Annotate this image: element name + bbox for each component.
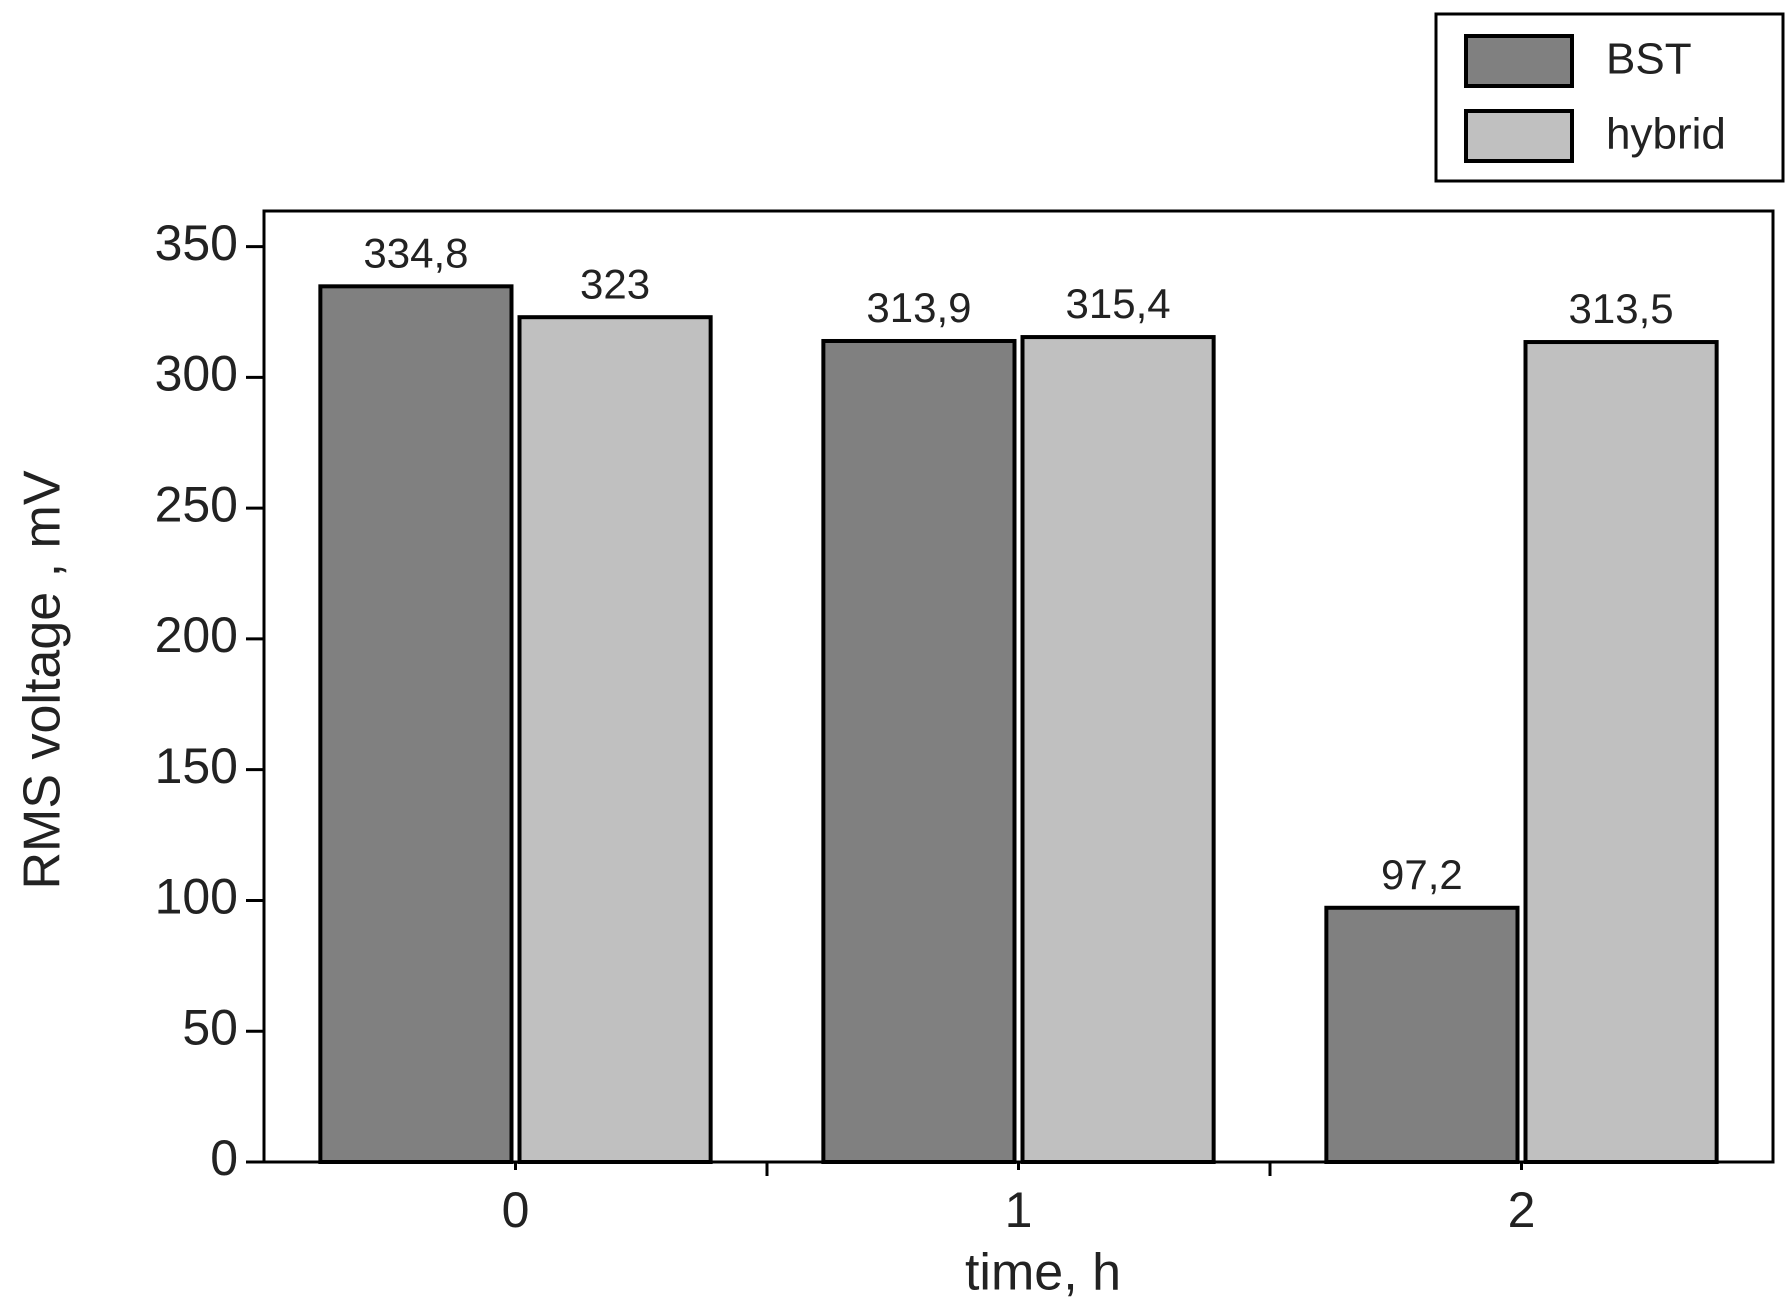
plot-frame [262,209,1775,1164]
data-label: 323 [580,260,650,307]
legend-swatch [1464,34,1574,88]
data-label: 313,9 [866,284,971,331]
data-label: 313,5 [1569,285,1674,332]
y-tick-label: 0 [210,1130,238,1186]
legend-label: hybrid [1606,110,1726,159]
y-tick-label: 200 [155,607,238,663]
y-tick-label: 300 [155,346,238,402]
x-tick-label: 1 [1005,1182,1033,1238]
x-axis-title: time, h [965,1244,1121,1302]
bar [1523,340,1719,1165]
y-tick-label: 150 [155,738,238,794]
bar [1020,335,1216,1165]
bar [1324,905,1520,1164]
bar [821,338,1017,1165]
bar [517,315,713,1164]
data-label: 334,8 [363,229,468,276]
data-label: 97,2 [1381,851,1463,898]
y-tick-label: 100 [155,869,238,925]
y-tick-label: 350 [155,215,238,271]
x-tick-label: 0 [502,1182,530,1238]
x-tick-label: 2 [1508,1182,1536,1238]
y-tick-label: 50 [182,999,238,1055]
y-axis-title: RMS voltage , mV [14,470,72,889]
data-label: 315,4 [1066,280,1171,327]
legend-label: BST [1606,35,1692,84]
legend-swatch [1464,109,1574,163]
bar [318,284,514,1164]
y-tick-label: 250 [155,476,238,532]
